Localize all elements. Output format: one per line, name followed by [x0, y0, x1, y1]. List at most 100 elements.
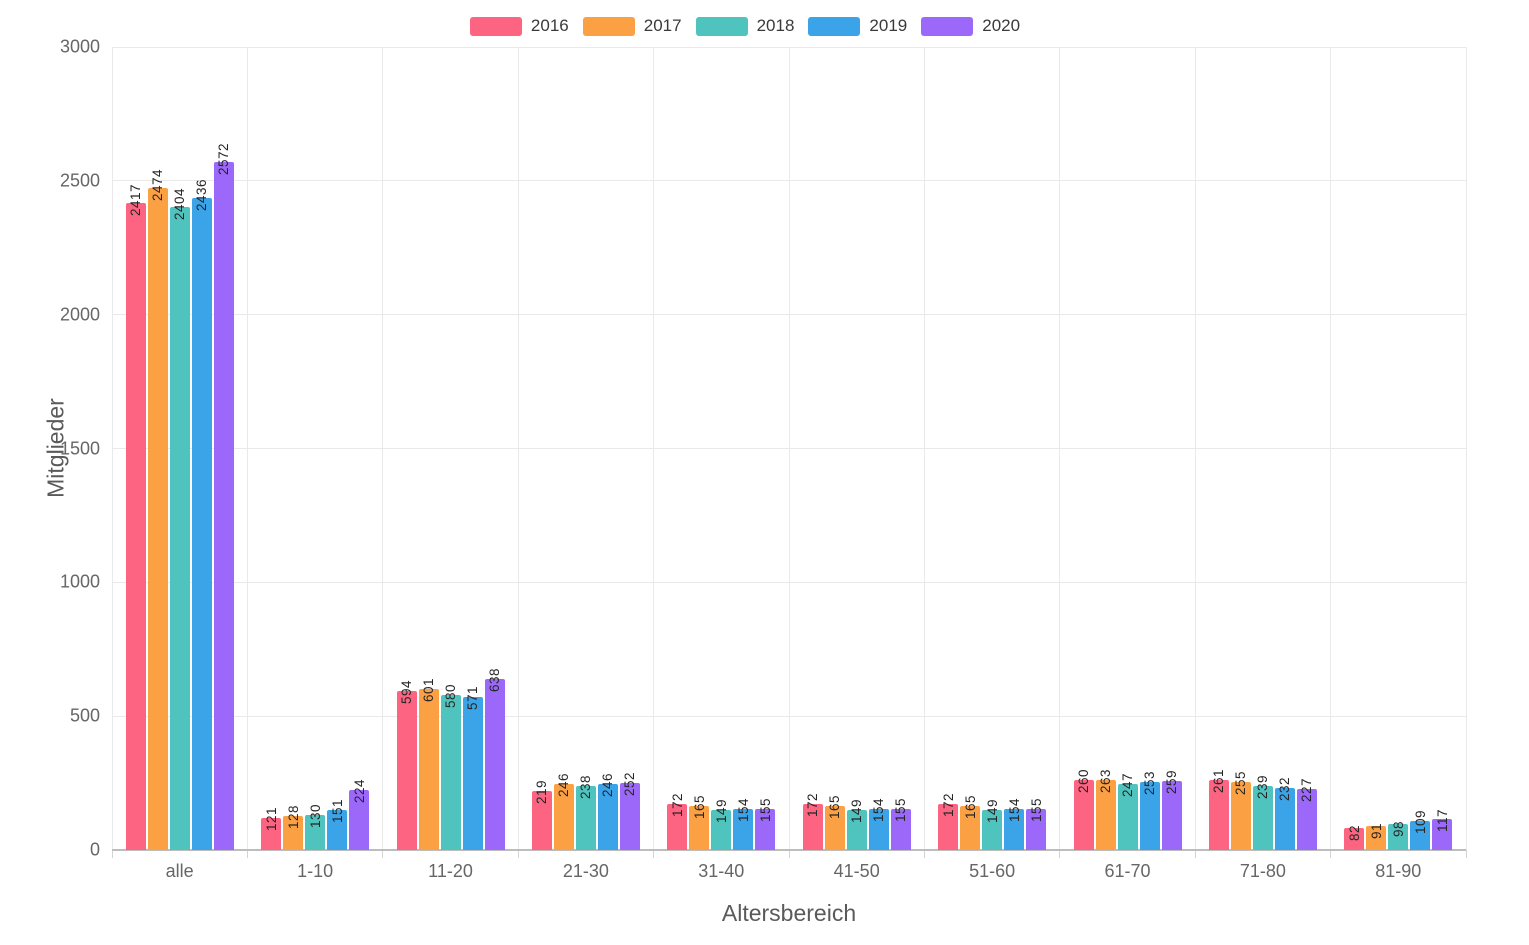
grid-line-vertical: [1194, 47, 1196, 850]
legend-swatch-icon: [469, 16, 522, 36]
bar-2018-11-20[interactable]: [440, 694, 461, 850]
bar-2017-21-30[interactable]: [553, 784, 574, 850]
bar-value-label: 638: [487, 668, 502, 693]
bar-2019-1-10[interactable]: [327, 809, 348, 850]
bar-2018-61-70[interactable]: [1117, 783, 1138, 850]
bar-2017-1-10[interactable]: [283, 815, 304, 850]
bar-value-label: 253: [1142, 771, 1157, 796]
bar-2018-alle[interactable]: [169, 206, 190, 850]
bar-value-label: 260: [1076, 769, 1091, 794]
bar-2017-61-70[interactable]: [1095, 779, 1116, 850]
bar-value-label: 154: [1006, 797, 1022, 822]
bar-2020-41-50[interactable]: [890, 808, 911, 850]
bar-2019-alle[interactable]: [191, 197, 212, 850]
grid-line-vertical: [382, 47, 384, 850]
y-tick-label: 3000: [59, 36, 100, 57]
bar-2019-81-90[interactable]: [1410, 820, 1431, 850]
bar-value-label: 155: [893, 797, 909, 822]
bar-2016-51-60[interactable]: [938, 803, 959, 850]
x-axis-tick: [923, 850, 925, 858]
bar-2019-41-50[interactable]: [868, 808, 889, 850]
x-tick-label: 1-10: [297, 861, 334, 881]
legend-item-2020[interactable]: 2020: [921, 16, 1020, 36]
x-tick-label: 31-40: [698, 861, 745, 881]
bar-2019-71-80[interactable]: [1274, 787, 1295, 850]
legend-item-label: 2019: [869, 16, 908, 35]
bar-2016-alle[interactable]: [125, 203, 146, 850]
bar-2016-1-10[interactable]: [261, 817, 282, 850]
bar-2020-81-90[interactable]: [1432, 818, 1453, 850]
bar-value-label: 261: [1211, 769, 1227, 794]
bar-2019-11-20[interactable]: [462, 697, 483, 850]
bar-value-label: 247: [1120, 772, 1135, 797]
grid-line-vertical: [788, 47, 790, 850]
bar-2016-21-30[interactable]: [531, 791, 552, 850]
legend-item-2016[interactable]: 2016: [469, 16, 569, 36]
bar-value-label: 601: [421, 678, 436, 703]
bar-value-label: 154: [871, 797, 887, 822]
bar-2018-51-60[interactable]: [982, 810, 1003, 850]
bar-2017-31-40[interactable]: [689, 805, 710, 850]
bar-value-label: 246: [600, 773, 616, 798]
legend-item-label: 2017: [643, 16, 682, 35]
legend-item-2017[interactable]: 2017: [582, 16, 682, 36]
bar-value-label: 2404: [172, 187, 188, 220]
bar-2019-21-30[interactable]: [597, 784, 618, 850]
bar-2020-11-20[interactable]: [484, 679, 505, 850]
bar-value-label: 2572: [216, 142, 232, 175]
bar-2018-21-30[interactable]: [575, 786, 596, 850]
bar-value-label: 263: [1098, 768, 1113, 793]
bar-2020-21-30[interactable]: [619, 782, 640, 850]
bar-2017-alle[interactable]: [147, 187, 168, 850]
legend-swatch-icon: [695, 16, 748, 36]
bar-2020-alle[interactable]: [213, 161, 234, 850]
grid-line-vertical: [653, 47, 655, 850]
bar-2020-61-70[interactable]: [1161, 780, 1182, 850]
x-axis-tick: [246, 850, 248, 858]
bar-2016-81-90[interactable]: [1344, 828, 1365, 850]
bar-2020-71-80[interactable]: [1296, 789, 1317, 850]
bar-value-label: 149: [713, 799, 729, 824]
grid-line-vertical: [517, 47, 519, 850]
bar-value-label: 172: [805, 792, 821, 817]
bar-value-label: 91: [1368, 822, 1384, 839]
bar-2017-11-20[interactable]: [418, 689, 439, 850]
bar-value-label: 98: [1390, 820, 1406, 837]
bar-2016-71-80[interactable]: [1208, 780, 1229, 850]
bar-2017-41-50[interactable]: [824, 805, 845, 850]
bar-2016-61-70[interactable]: [1073, 780, 1094, 850]
bar-2020-51-60[interactable]: [1026, 808, 1047, 850]
y-tick-label: 0: [89, 839, 100, 860]
bar-2016-41-50[interactable]: [802, 803, 823, 850]
bar-2016-11-20[interactable]: [396, 691, 417, 850]
legend-swatch-icon: [921, 16, 974, 36]
x-tick-label: 11-20: [428, 861, 473, 881]
y-tick-label: 2500: [59, 170, 100, 191]
bar-value-label: 109: [1412, 809, 1428, 834]
legend-swatch-icon: [582, 16, 635, 36]
bar-value-label: 121: [263, 806, 279, 831]
x-tick-label: 71-80: [1239, 861, 1286, 881]
bar-2018-41-50[interactable]: [846, 810, 867, 850]
x-axis-tick: [517, 850, 519, 858]
bar-2018-31-40[interactable]: [711, 810, 732, 850]
grid-line-vertical: [923, 47, 925, 850]
bar-2019-51-60[interactable]: [1004, 808, 1025, 850]
bar-2018-71-80[interactable]: [1252, 786, 1273, 850]
bar-2016-31-40[interactable]: [667, 803, 688, 850]
bar-2020-1-10[interactable]: [349, 790, 370, 850]
bar-value-label: 255: [1233, 770, 1249, 795]
bar-2017-51-60[interactable]: [960, 805, 981, 850]
bar-2018-1-10[interactable]: [305, 815, 326, 850]
legend-item-2019[interactable]: 2019: [808, 16, 907, 36]
bar-2018-81-90[interactable]: [1388, 823, 1409, 850]
x-tick-label: alle: [165, 861, 194, 881]
bar-2019-61-70[interactable]: [1139, 782, 1160, 850]
bar-2017-81-90[interactable]: [1366, 825, 1387, 850]
bar-value-label: 224: [351, 779, 367, 804]
bar-2019-31-40[interactable]: [733, 808, 754, 850]
legend-item-2018[interactable]: 2018: [695, 16, 794, 36]
bar-2020-31-40[interactable]: [755, 808, 776, 850]
bar-2017-71-80[interactable]: [1230, 781, 1251, 850]
bar-value-label: 246: [556, 773, 572, 798]
